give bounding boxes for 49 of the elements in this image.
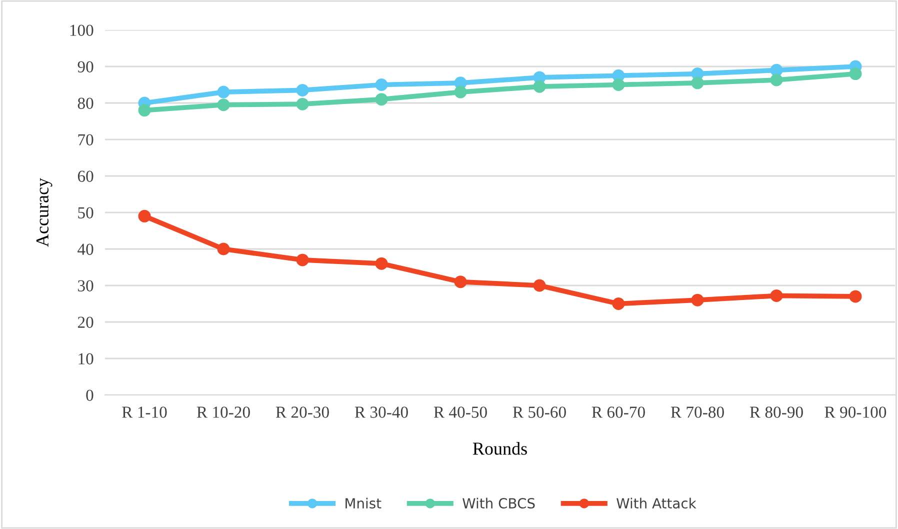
y-tick-label: 80 [78, 98, 94, 109]
point [138, 104, 151, 117]
point [296, 98, 309, 110]
point [849, 68, 862, 80]
x-axis-title: Rounds [472, 442, 527, 455]
point [691, 76, 704, 90]
point [454, 86, 467, 98]
x-tick-label: R 70-80 [670, 406, 724, 418]
point [375, 93, 388, 106]
x-tick-label: R 20-30 [276, 406, 329, 418]
point [375, 78, 388, 91]
x-tick-label: R 60-70 [592, 406, 645, 418]
point [217, 242, 230, 256]
y-tick-label: 10 [78, 353, 94, 364]
point [849, 290, 862, 303]
y-tick-label: 0 [86, 390, 94, 401]
y-axis-title: Accuracy [36, 178, 52, 247]
x-tick-label: R 30-40 [354, 406, 408, 418]
point [296, 84, 309, 96]
point [217, 98, 230, 112]
legend-label: Mnist [346, 498, 382, 509]
y-tick-label: 50 [78, 207, 94, 218]
point [770, 74, 783, 86]
legend-label: With CBCS [462, 498, 535, 509]
x-tick-label: R 90-100 [824, 406, 886, 418]
y-tick-label: 40 [78, 244, 94, 255]
point [691, 294, 704, 306]
y-tick-label: 60 [78, 170, 94, 182]
point [770, 289, 783, 302]
point [533, 80, 546, 93]
legend-label: With Attack [616, 498, 696, 509]
point [138, 210, 151, 222]
y-tick-label: 20 [78, 316, 94, 328]
x-tick-label: R 10-20 [196, 406, 250, 418]
point [454, 276, 467, 288]
x-tick-label: R 1-10 [122, 406, 167, 418]
point [375, 257, 388, 270]
point [296, 254, 309, 266]
y-tick-label: 100 [70, 24, 94, 36]
x-tick-label: R 80-90 [750, 406, 803, 418]
point [217, 86, 230, 98]
x-tick-label: R 40-50 [434, 406, 487, 418]
y-tick-label: 70 [78, 134, 94, 146]
point [533, 279, 546, 292]
x-tick-label: R 50-60 [512, 406, 566, 418]
point [612, 78, 625, 91]
point [612, 298, 625, 310]
y-tick-label: 90 [78, 61, 94, 72]
y-tick-label: 30 [78, 280, 94, 292]
